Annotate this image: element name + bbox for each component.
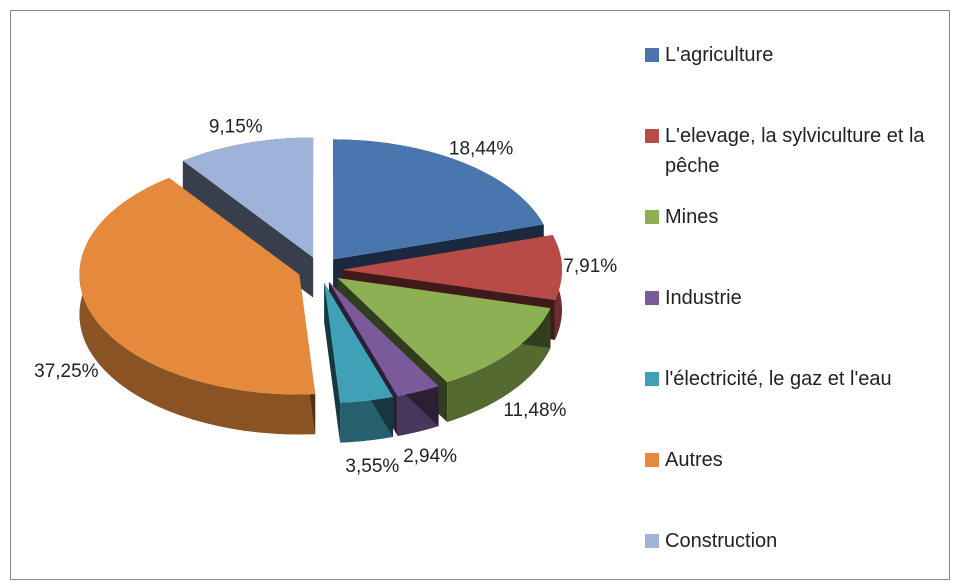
slice	[337, 278, 551, 383]
slice	[341, 235, 562, 300]
legend-label: Industrie	[665, 287, 742, 309]
legend-item: Industrie	[645, 283, 945, 364]
legend-item: Construction	[645, 526, 945, 585]
data-label: 2,94%	[403, 446, 457, 467]
legend-swatch	[645, 453, 659, 467]
slice	[328, 282, 439, 397]
legend-swatch	[645, 534, 659, 548]
slice-side	[447, 308, 551, 423]
data-label: 37,25%	[34, 361, 99, 382]
legend-item: Autres	[645, 445, 945, 526]
legend-item: L'elevage, la sylviculture et la pêche	[645, 121, 945, 202]
legend-item: L'agriculture	[645, 40, 945, 121]
legend-label: L'agriculture	[665, 44, 774, 66]
legend-swatch	[645, 129, 659, 143]
slice	[324, 282, 394, 403]
slice-wall	[324, 282, 341, 443]
data-label: 7,91%	[563, 256, 617, 277]
legend-label: Construction	[665, 530, 778, 552]
legend-swatch	[645, 291, 659, 305]
legend-item: Mines	[645, 202, 945, 283]
chart-frame	[10, 10, 950, 580]
legend-label: l'électricité, le gaz et l'eau	[665, 368, 892, 390]
data-label: 18,44%	[449, 139, 514, 160]
legend-label: L'elevage, la sylviculture et la pêche	[665, 125, 925, 177]
legend-swatch	[645, 48, 659, 62]
slice	[333, 139, 544, 260]
legend-label: Autres	[665, 449, 723, 471]
slice	[79, 177, 316, 395]
legend-swatch	[645, 210, 659, 224]
legend-label: Mines	[665, 206, 719, 228]
legend: L'agriculture L'elevage, la sylviculture …	[645, 40, 945, 585]
slice-side	[79, 177, 316, 435]
data-label: 11,48%	[503, 400, 566, 421]
data-label: 3,55%	[345, 456, 399, 477]
slice	[182, 137, 314, 258]
data-label: 9,15%	[209, 116, 263, 137]
legend-item: l'électricité, le gaz et l'eau	[645, 364, 945, 445]
legend-swatch	[645, 372, 659, 386]
